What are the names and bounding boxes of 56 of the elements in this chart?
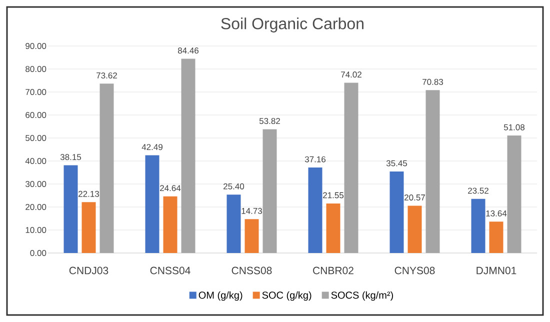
bar	[181, 58, 196, 253]
data-label: 74.02	[341, 72, 362, 78]
bar	[507, 136, 522, 253]
data-label: 53.82	[259, 118, 280, 124]
data-label: 14.73	[242, 208, 262, 214]
y-tick-label: 20.00	[26, 204, 46, 210]
bar	[64, 165, 78, 253]
data-label: 73.62	[96, 72, 117, 78]
legend-label: OM (g/kg)	[198, 291, 242, 301]
bar	[471, 198, 486, 253]
x-tick-label: CNYS08	[394, 266, 435, 274]
data-label: 20.57	[404, 194, 425, 200]
bar	[308, 168, 322, 253]
y-tick-label: 90.00	[26, 43, 46, 50]
y-tick-label: 30.00	[26, 181, 46, 188]
bar	[226, 194, 241, 253]
bar	[262, 129, 277, 253]
legend-label: SOCS (kg/m²)	[331, 291, 393, 301]
y-tick-label: 40.00	[25, 158, 46, 164]
y-tick-label: 10.00	[26, 227, 46, 234]
bar	[244, 219, 259, 253]
bar	[390, 171, 404, 253]
bar	[326, 203, 340, 253]
chart-title: Soil Organic Carbon	[221, 18, 364, 32]
y-tick-label: 50.00	[26, 135, 46, 142]
y-tick-label: 0.00	[30, 250, 46, 256]
x-tick-label: DJMN01	[476, 266, 516, 274]
data-label: 22.13	[78, 190, 100, 197]
x-tick-label: CNSS08	[232, 266, 272, 274]
data-label: 23.52	[468, 188, 488, 194]
bar	[489, 222, 504, 253]
bar	[344, 82, 358, 253]
x-tick-label: CNDJ03	[69, 266, 108, 274]
data-label: 35.45	[386, 160, 408, 166]
bar	[145, 155, 160, 253]
data-label: 37.16	[304, 156, 326, 162]
data-label: 70.83	[422, 78, 444, 85]
legend-label: SOC (g/kg)	[262, 291, 312, 301]
x-tick-label: CNBR02	[313, 266, 354, 274]
y-tick-label: 60.00	[26, 112, 46, 118]
x-tick-label: CNSS04	[150, 266, 190, 274]
y-tick-label: 80.00	[26, 66, 46, 72]
data-label: 38.15	[60, 154, 82, 160]
bar	[426, 90, 440, 253]
bar	[82, 202, 96, 253]
y-tick-label: 70.00	[26, 89, 46, 96]
data-label: 21.55	[323, 192, 344, 198]
bar	[163, 196, 178, 253]
data-label: 84.46	[178, 48, 199, 54]
bar	[408, 206, 422, 253]
bar	[100, 84, 114, 253]
data-label: 13.64	[486, 210, 507, 216]
data-label: 42.49	[142, 144, 162, 150]
data-label: 25.40	[224, 183, 244, 190]
data-label: 51.08	[504, 124, 525, 130]
data-label: 24.64	[160, 185, 181, 192]
